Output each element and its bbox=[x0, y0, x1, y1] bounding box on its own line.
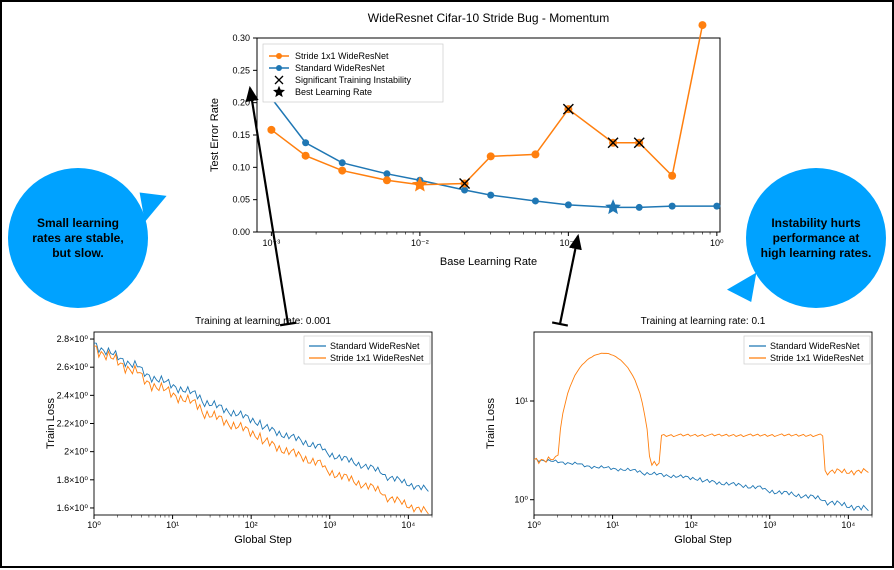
svg-text:WideResnet Cifar-10 Stride Bug: WideResnet Cifar-10 Stride Bug - Momentu… bbox=[368, 11, 609, 25]
svg-text:Standard WideResNet: Standard WideResNet bbox=[330, 341, 420, 351]
svg-text:10¹: 10¹ bbox=[166, 520, 179, 530]
svg-text:Stride 1x1 WideResNet: Stride 1x1 WideResNet bbox=[295, 51, 389, 61]
svg-text:0.30: 0.30 bbox=[232, 33, 250, 43]
svg-text:0.00: 0.00 bbox=[232, 227, 250, 237]
svg-text:1.6×10⁰: 1.6×10⁰ bbox=[57, 503, 89, 513]
svg-text:Global Step: Global Step bbox=[674, 534, 731, 546]
svg-text:10³: 10³ bbox=[763, 520, 776, 530]
svg-text:0.25: 0.25 bbox=[232, 65, 250, 75]
svg-text:10⁻²: 10⁻² bbox=[411, 238, 429, 248]
svg-text:Test Error Rate: Test Error Rate bbox=[209, 98, 221, 172]
main-chart-svg: WideResnet Cifar-10 Stride Bug - Momentu… bbox=[202, 10, 732, 270]
svg-text:Standard WideResNet: Standard WideResNet bbox=[295, 63, 385, 73]
svg-text:10⁻³: 10⁻³ bbox=[263, 238, 281, 248]
bubble-left-text: Small learning rates are stable, but slo… bbox=[22, 216, 134, 261]
svg-text:Stride 1x1 WideResNet: Stride 1x1 WideResNet bbox=[770, 353, 864, 363]
svg-text:Training at learning rate: 0.0: Training at learning rate: 0.001 bbox=[195, 316, 331, 327]
svg-text:10¹: 10¹ bbox=[606, 520, 619, 530]
svg-text:0.15: 0.15 bbox=[232, 130, 250, 140]
svg-text:10⁰: 10⁰ bbox=[87, 520, 101, 530]
left-chart-svg: Training at learning rate: 0.001 10⁰ 10¹ 10… bbox=[42, 312, 442, 547]
svg-text:10²: 10² bbox=[685, 520, 698, 530]
svg-text:10⁰: 10⁰ bbox=[527, 520, 541, 530]
svg-text:0.10: 0.10 bbox=[232, 162, 250, 172]
svg-text:2.4×10⁰: 2.4×10⁰ bbox=[57, 390, 89, 400]
svg-text:Best Learning Rate: Best Learning Rate bbox=[295, 87, 372, 97]
svg-text:10⁰: 10⁰ bbox=[514, 495, 528, 505]
main-chart: WideResnet Cifar-10 Stride Bug - Momentu… bbox=[202, 10, 732, 270]
callout-bubble-right: Instability hurts performance at high le… bbox=[746, 168, 886, 308]
right-chart-svg: Training at learning rate: 0.1 10⁰ 10¹ 10² 1… bbox=[482, 312, 882, 547]
svg-text:10⁴: 10⁴ bbox=[841, 520, 855, 530]
svg-text:1.8×10⁰: 1.8×10⁰ bbox=[57, 475, 89, 485]
svg-text:0.05: 0.05 bbox=[232, 195, 250, 205]
svg-text:Significant Training Instabili: Significant Training Instability bbox=[295, 75, 412, 85]
svg-text:Global Step: Global Step bbox=[234, 534, 291, 546]
svg-text:10⁻¹: 10⁻¹ bbox=[559, 238, 577, 248]
svg-text:Training at learning rate: 0.1: Training at learning rate: 0.1 bbox=[641, 316, 766, 327]
bubble-right-text: Instability hurts performance at high le… bbox=[760, 216, 872, 261]
callout-bubble-left: Small learning rates are stable, but slo… bbox=[8, 168, 148, 308]
svg-text:2.6×10⁰: 2.6×10⁰ bbox=[57, 362, 89, 372]
svg-text:10⁰: 10⁰ bbox=[710, 238, 724, 248]
svg-text:Train Loss: Train Loss bbox=[485, 398, 497, 449]
svg-text:10²: 10² bbox=[245, 520, 258, 530]
svg-text:10¹: 10¹ bbox=[515, 396, 528, 406]
svg-text:Stride 1x1 WideResNet: Stride 1x1 WideResNet bbox=[330, 353, 424, 363]
bottom-left-chart: Training at learning rate: 0.001 10⁰ 10¹ 10… bbox=[42, 312, 442, 547]
svg-text:0.20: 0.20 bbox=[232, 98, 250, 108]
svg-text:2×10⁰: 2×10⁰ bbox=[64, 447, 88, 457]
svg-text:10³: 10³ bbox=[323, 520, 336, 530]
svg-text:10⁴: 10⁴ bbox=[401, 520, 415, 530]
svg-text:2.8×10⁰: 2.8×10⁰ bbox=[57, 334, 89, 344]
svg-text:Train Loss: Train Loss bbox=[45, 398, 57, 449]
svg-text:Standard WideResNet: Standard WideResNet bbox=[770, 341, 860, 351]
bottom-right-chart: Training at learning rate: 0.1 10⁰ 10¹ 10² 1… bbox=[482, 312, 882, 547]
svg-text:2.2×10⁰: 2.2×10⁰ bbox=[57, 419, 89, 429]
svg-text:Base Learning Rate: Base Learning Rate bbox=[440, 256, 537, 268]
